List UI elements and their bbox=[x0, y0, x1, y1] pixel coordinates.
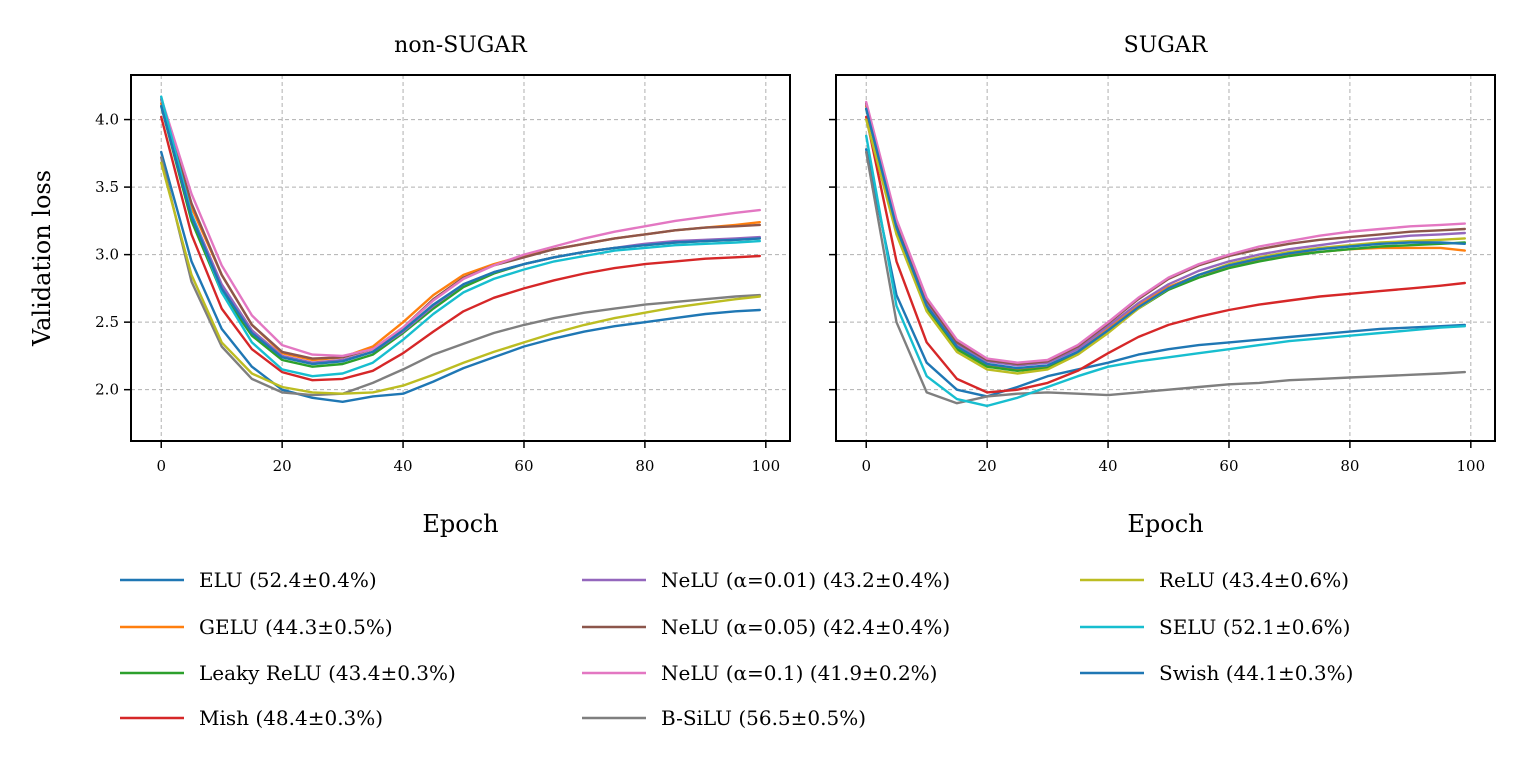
legend-item: B-SiLU (56.5±0.5%) bbox=[582, 706, 866, 730]
series-line-9 bbox=[159, 95, 761, 378]
legend-item: Mish (48.4±0.3%) bbox=[120, 706, 383, 730]
x-tick-label: 0 bbox=[861, 457, 871, 475]
legend-label: NeLU (α=0.1) (41.9±0.2%) bbox=[661, 661, 937, 685]
series-line-3 bbox=[865, 115, 1467, 394]
legend-label: Swish (44.1±0.3%) bbox=[1159, 661, 1353, 685]
series-line-6 bbox=[159, 96, 761, 358]
series-line-7 bbox=[159, 156, 761, 397]
y-axis-label: Validation loss bbox=[28, 170, 56, 347]
legend-item: ReLU (43.4±0.6%) bbox=[1080, 568, 1349, 592]
legend-label: Mish (48.4±0.3%) bbox=[199, 706, 383, 730]
x-tick-label: 60 bbox=[514, 457, 533, 475]
series-line-3 bbox=[159, 115, 761, 382]
x-axis-label: Epoch bbox=[1127, 510, 1203, 538]
x-tick-label: 100 bbox=[751, 457, 780, 475]
legend-label: NeLU (α=0.05) (42.4±0.4%) bbox=[661, 615, 950, 639]
x-tick-label: 80 bbox=[1340, 457, 1359, 475]
legend-label: ReLU (43.4±0.6%) bbox=[1159, 568, 1349, 592]
x-tick-label: 40 bbox=[1099, 457, 1118, 475]
legend-item: NeLU (α=0.01) (43.2±0.4%) bbox=[582, 568, 950, 592]
x-tick-label: 20 bbox=[978, 457, 997, 475]
legend-item: ELU (52.4±0.4%) bbox=[120, 568, 377, 592]
x-tick-label: 20 bbox=[273, 457, 292, 475]
y-tick-label: 2.0 bbox=[95, 381, 119, 399]
legend-label: NeLU (α=0.01) (43.2±0.4%) bbox=[661, 568, 950, 592]
legend-label: GELU (44.3±0.5%) bbox=[199, 615, 393, 639]
legend-item: NeLU (α=0.05) (42.4±0.4%) bbox=[582, 615, 950, 639]
panel-non-sugar: 0 20 40 60 80 100 2.0 2.5 3.0 3.5 4.0 non-SUGAR Epoc… bbox=[28, 33, 791, 538]
series-line-10 bbox=[865, 107, 1467, 370]
legend-label: Leaky ReLU (43.4±0.3%) bbox=[199, 661, 456, 685]
legend: ELU (52.4±0.4%) GELU (44.3±0.5%) Leaky ReL… bbox=[120, 568, 1353, 730]
x-tick-label: 60 bbox=[1219, 457, 1238, 475]
x-tick-label: 80 bbox=[635, 457, 654, 475]
y-tick-label: 2.5 bbox=[95, 313, 119, 331]
series-line-0 bbox=[159, 150, 761, 403]
legend-label: SELU (52.1±0.6%) bbox=[1159, 615, 1350, 639]
panel-title: non-SUGAR bbox=[394, 33, 528, 58]
series-line-7 bbox=[865, 150, 1467, 405]
panel-title: SUGAR bbox=[1124, 33, 1209, 58]
series-line-8 bbox=[159, 161, 761, 395]
legend-label: ELU (52.4±0.4%) bbox=[199, 568, 377, 592]
x-axis-label: Epoch bbox=[422, 510, 498, 538]
plot-frame bbox=[835, 74, 1496, 442]
series-line-10 bbox=[159, 104, 761, 366]
panel-sugar: 0 20 40 60 80 100 SUGAR Epoch bbox=[829, 33, 1496, 538]
y-tick-label: 3.5 bbox=[95, 178, 119, 196]
x-tick-label: 0 bbox=[156, 457, 166, 475]
x-tick-label: 40 bbox=[394, 457, 413, 475]
series-line-9 bbox=[865, 134, 1467, 408]
series-line-0 bbox=[865, 148, 1467, 398]
y-tick-label: 4.0 bbox=[95, 111, 119, 129]
legend-label: B-SiLU (56.5±0.5%) bbox=[661, 706, 866, 730]
legend-item: NeLU (α=0.1) (41.9±0.2%) bbox=[582, 661, 937, 685]
legend-item: SELU (52.1±0.6%) bbox=[1080, 615, 1350, 639]
series-line-6 bbox=[865, 100, 1467, 364]
x-tick-label: 100 bbox=[1456, 457, 1485, 475]
plot-frame bbox=[130, 74, 791, 442]
legend-item: GELU (44.3±0.5%) bbox=[120, 615, 393, 639]
legend-item: Leaky ReLU (43.4±0.3%) bbox=[120, 661, 456, 685]
y-tick-label: 3.0 bbox=[95, 246, 119, 264]
legend-item: Swish (44.1±0.3%) bbox=[1080, 661, 1353, 685]
